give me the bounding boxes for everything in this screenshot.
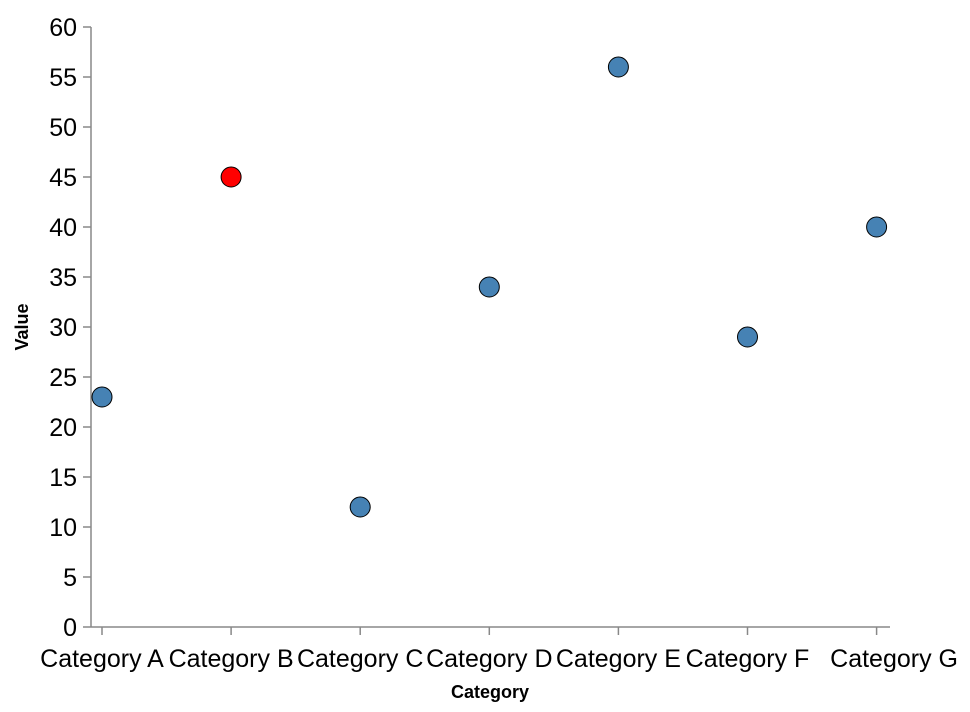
data-point [478, 276, 500, 298]
data-points [91, 56, 888, 518]
y-tick-label: 40 [49, 214, 77, 242]
x-tick-label: Category F [686, 645, 810, 673]
data-point [607, 56, 629, 78]
highlighted-point [220, 166, 242, 188]
data-point [349, 496, 371, 518]
x-tick-label: Category D [426, 645, 552, 673]
y-tick-label: 35 [49, 264, 77, 292]
y-axis-title: Value [12, 303, 32, 350]
y-tick-label: 30 [49, 314, 77, 342]
x-tick-label: Category E [556, 645, 681, 673]
data-point [866, 216, 888, 238]
y-axis: 0 5 10 15 20 25 30 35 40 45 50 55 60 [49, 14, 92, 642]
x-axis: Category A Category B Category C Category D… [40, 626, 958, 673]
y-tick-label: 5 [63, 564, 77, 592]
y-tick-label: 50 [49, 114, 77, 142]
y-tick-label: 45 [49, 164, 77, 192]
x-tick-label: Category A [40, 645, 164, 673]
y-tick-label: 0 [63, 614, 77, 642]
y-tick-label: 20 [49, 414, 77, 442]
x-tick-label: Category G [830, 645, 958, 673]
data-point [737, 326, 758, 348]
data-point [91, 386, 113, 408]
y-tick-label: 60 [49, 14, 77, 42]
y-tick-label: 15 [49, 464, 77, 492]
y-tick-label: 10 [49, 514, 77, 542]
y-tick-label: 25 [49, 364, 77, 392]
x-tick-label: Category C [297, 645, 423, 673]
x-tick-label: Category B [169, 645, 294, 673]
x-axis-title: Category [451, 682, 529, 702]
y-tick-label: 55 [49, 64, 77, 92]
